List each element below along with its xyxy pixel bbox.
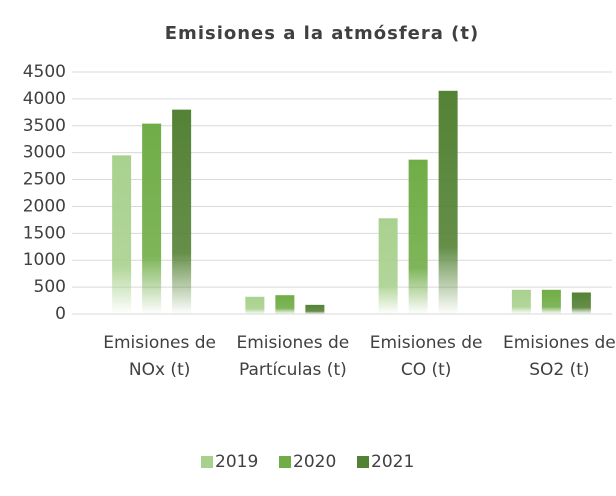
x-tick-label: Emisiones de SO2 (t) bbox=[503, 333, 616, 380]
legend-label: 2021 bbox=[371, 452, 414, 472]
bar bbox=[541, 289, 561, 314]
y-tick-label: 2500 bbox=[23, 170, 66, 190]
bar bbox=[305, 304, 325, 314]
legend-swatch bbox=[357, 456, 369, 468]
x-tick-label: Emisiones de Partículas (t) bbox=[236, 333, 350, 380]
bar bbox=[245, 296, 265, 314]
y-tick-label: 4500 bbox=[23, 62, 66, 82]
legend-label: 2019 bbox=[215, 452, 258, 472]
y-tick-label: 500 bbox=[34, 277, 66, 297]
bar bbox=[112, 155, 132, 314]
y-tick-label: 3500 bbox=[23, 116, 66, 136]
bar bbox=[571, 292, 591, 314]
bar bbox=[172, 109, 192, 315]
bar bbox=[275, 295, 295, 314]
y-tick-label: 1000 bbox=[23, 250, 66, 270]
bar bbox=[142, 123, 162, 314]
bar bbox=[438, 90, 458, 314]
legend-swatch bbox=[279, 456, 291, 468]
legend-swatch bbox=[201, 456, 213, 468]
y-tick-label: 4000 bbox=[23, 89, 66, 109]
y-tick-label: 0 bbox=[55, 304, 66, 324]
y-tick-label: 3000 bbox=[23, 143, 66, 163]
y-tick-label: 1500 bbox=[23, 223, 66, 243]
x-tick-label: Emisiones de NOx (t) bbox=[103, 333, 216, 380]
x-tick-label: Emisiones de CO (t) bbox=[369, 333, 483, 380]
legend-label: 2020 bbox=[293, 452, 336, 472]
bar bbox=[378, 218, 398, 314]
chart-title: Emisiones a la atmósfera (t) bbox=[165, 23, 479, 44]
bar bbox=[511, 289, 531, 314]
bar bbox=[408, 159, 428, 314]
y-tick-label: 2000 bbox=[23, 196, 66, 216]
